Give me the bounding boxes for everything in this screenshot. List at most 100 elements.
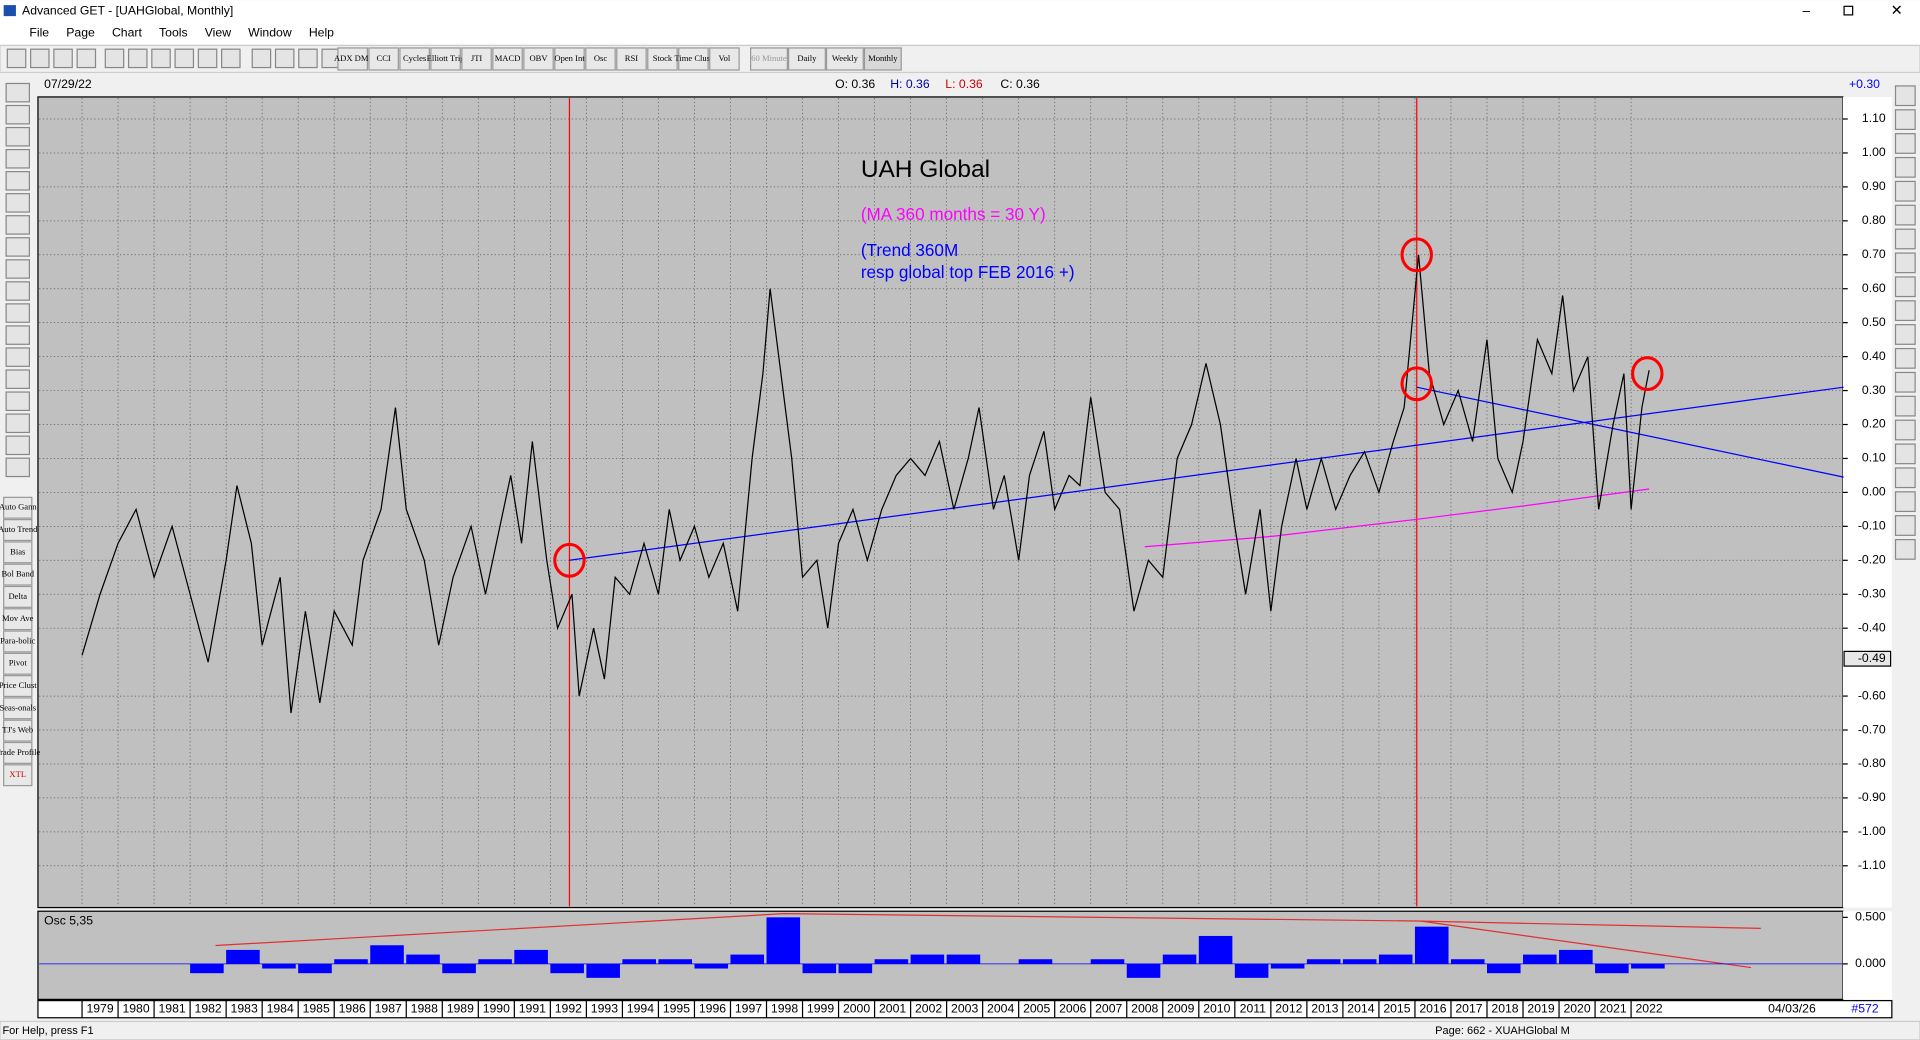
side-icon[interactable] <box>5 457 30 478</box>
tool-icon[interactable] <box>53 48 73 69</box>
tool-icon[interactable] <box>251 48 272 69</box>
tool-icon[interactable] <box>197 48 218 69</box>
close-button[interactable]: ✕ <box>1891 3 1903 19</box>
right-icon[interactable] <box>1894 419 1916 441</box>
side-icon[interactable] <box>5 325 30 345</box>
study-button[interactable] <box>492 47 523 71</box>
tool-icon[interactable] <box>174 48 195 69</box>
tool-icon[interactable] <box>151 48 171 69</box>
study-label[interactable]: Time Clust <box>674 53 713 63</box>
tool-icon[interactable] <box>127 48 148 69</box>
right-icon[interactable] <box>1894 443 1916 465</box>
right-icon[interactable] <box>1894 85 1916 107</box>
side-label[interactable]: Auto Trend <box>0 524 38 534</box>
right-icon[interactable] <box>1894 276 1916 298</box>
side-icon[interactable] <box>5 237 30 257</box>
side-icon[interactable] <box>5 391 30 412</box>
menu-item[interactable]: File <box>29 25 49 39</box>
right-icon[interactable] <box>1894 491 1916 513</box>
study-button[interactable] <box>368 47 399 71</box>
menu-item[interactable]: View <box>205 25 231 39</box>
tool-icon[interactable] <box>298 48 318 69</box>
side-icon[interactable] <box>5 347 30 367</box>
timeframe-button[interactable] <box>787 47 826 71</box>
side-icon[interactable] <box>5 82 30 103</box>
study-button[interactable] <box>585 47 616 71</box>
study-label[interactable]: CCI <box>376 53 390 63</box>
side-button[interactable] <box>3 496 33 519</box>
side-button[interactable] <box>3 652 33 675</box>
study-button[interactable] <box>430 47 461 71</box>
side-button[interactable] <box>3 741 33 764</box>
side-icon[interactable] <box>5 148 30 169</box>
study-label[interactable]: Open Int <box>554 53 585 63</box>
menu-item[interactable]: Tools <box>159 25 188 39</box>
side-label[interactable]: Price Clust <box>0 680 37 690</box>
tool-icon[interactable] <box>274 48 295 69</box>
timeframe-button[interactable] <box>825 47 864 71</box>
side-icon[interactable] <box>5 259 30 279</box>
right-icon[interactable] <box>1894 467 1916 489</box>
study-button[interactable] <box>678 47 709 71</box>
right-icon[interactable] <box>1894 371 1916 393</box>
right-icon[interactable] <box>1894 324 1916 345</box>
right-icon[interactable] <box>1894 347 1916 369</box>
study-label[interactable]: MACD <box>495 53 521 63</box>
side-icon[interactable] <box>5 171 30 191</box>
timeframe-label[interactable]: 60 Minute <box>751 53 787 63</box>
study-label[interactable]: Osc <box>594 53 608 63</box>
study-button[interactable] <box>523 47 554 71</box>
tool-icon[interactable] <box>30 48 50 69</box>
side-label[interactable]: Mov Ave <box>2 613 34 623</box>
side-button[interactable] <box>3 630 33 653</box>
right-icon[interactable] <box>1894 252 1916 274</box>
minimize-button[interactable]: – <box>1802 3 1810 18</box>
study-label[interactable]: Elliott Trig <box>427 53 466 63</box>
side-label[interactable]: Bias <box>10 546 26 556</box>
menu-item[interactable]: Help <box>309 25 334 39</box>
study-button[interactable] <box>709 47 740 71</box>
tool-icon[interactable] <box>104 48 125 69</box>
side-button[interactable] <box>3 563 33 586</box>
maximize-button[interactable] <box>1843 5 1854 16</box>
timeframe-label[interactable]: Weekly <box>832 53 859 63</box>
right-icon[interactable] <box>1894 180 1916 202</box>
study-button[interactable] <box>616 47 647 71</box>
right-icon[interactable] <box>1894 156 1916 178</box>
side-button[interactable] <box>3 675 33 698</box>
study-button[interactable] <box>554 47 585 71</box>
side-button[interactable] <box>3 608 33 631</box>
menu-item[interactable]: Window <box>248 25 292 39</box>
tool-icon[interactable] <box>76 48 97 69</box>
side-label[interactable]: Bol Band <box>1 569 34 579</box>
study-button[interactable] <box>461 47 492 71</box>
side-icon[interactable] <box>5 303 30 323</box>
side-button[interactable] <box>3 764 33 787</box>
timeframe-label[interactable]: Daily <box>797 53 817 63</box>
study-button[interactable] <box>399 47 430 71</box>
right-icon[interactable] <box>1894 228 1916 250</box>
side-label[interactable]: Auto Gann <box>0 502 37 512</box>
right-icon[interactable] <box>1894 109 1916 131</box>
side-icon[interactable] <box>5 435 30 456</box>
study-label[interactable]: RSI <box>625 53 638 63</box>
right-icon[interactable] <box>1894 515 1916 536</box>
study-label[interactable]: Stock <box>653 53 673 63</box>
side-button[interactable] <box>3 585 33 608</box>
side-icon[interactable] <box>5 369 30 389</box>
study-button[interactable] <box>337 47 368 71</box>
right-icon[interactable] <box>1894 300 1916 322</box>
study-label[interactable]: OBV <box>529 53 548 63</box>
side-label[interactable]: XTL <box>9 769 26 779</box>
study-button[interactable] <box>647 47 678 71</box>
study-label[interactable]: Cycles <box>403 53 427 63</box>
study-label[interactable]: Vol <box>719 53 731 63</box>
side-label[interactable]: Seas-onals <box>0 702 37 712</box>
right-icon[interactable] <box>1894 538 1916 560</box>
timeframe-button[interactable] <box>750 47 788 71</box>
timeframe-button[interactable] <box>863 47 902 71</box>
side-icon[interactable] <box>5 104 30 125</box>
side-label[interactable]: Pivot <box>9 658 28 668</box>
side-label[interactable]: Para-bolic <box>0 635 35 645</box>
side-label[interactable]: Delta <box>8 591 27 601</box>
